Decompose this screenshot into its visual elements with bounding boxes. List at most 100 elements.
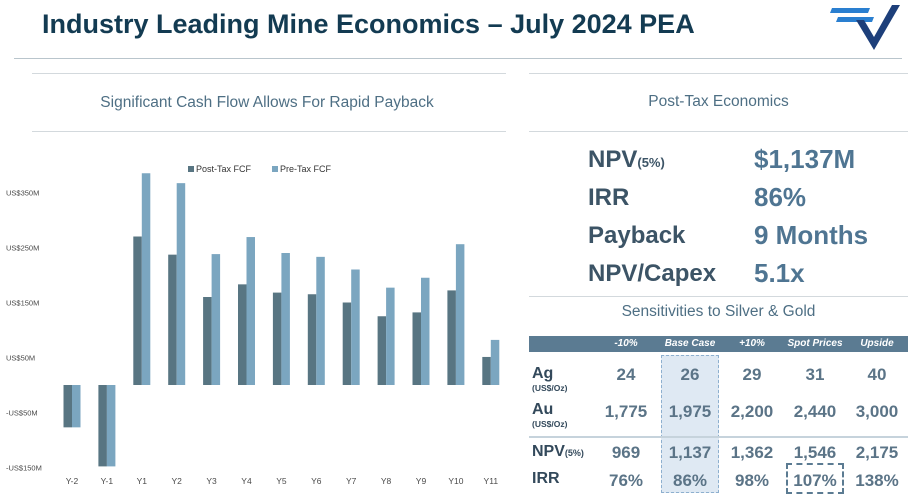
ag-cell: 26: [680, 365, 700, 384]
x-tick-label: Y8: [381, 476, 392, 486]
x-tick-label: Y2: [171, 476, 182, 486]
bar-pre-tax-fcfy-1: [106, 385, 116, 467]
col-upside: Upside: [860, 338, 894, 349]
bar-pre-tax-fcfy1: [141, 173, 151, 385]
bar-post-tax-fcfy11: [482, 356, 491, 385]
sensitivity-divider: [529, 296, 908, 297]
au-unit: (US$/Oz): [532, 419, 568, 429]
checkmark-logo-icon: [830, 5, 900, 50]
x-tick-label: Y7: [346, 476, 357, 486]
ag-cell: 24: [616, 365, 636, 384]
au-cell: 2,440: [793, 402, 837, 421]
ag-cell: 31: [805, 365, 825, 384]
x-tick-label: Y-1: [101, 476, 114, 486]
bar-post-tax-fcfy5: [272, 292, 282, 385]
y-tick-label: US$250M: [6, 244, 39, 253]
x-tick-label: Y6: [311, 476, 322, 486]
npv-cell: 2,175: [855, 443, 899, 462]
bar-pre-tax-fcfy2: [176, 183, 186, 385]
bar-pre-tax-fcfy8: [386, 287, 395, 385]
right-divider-mid: [529, 131, 908, 132]
col-spot-prices: Spot Prices: [787, 338, 843, 349]
spot-irr-highlight: [786, 463, 844, 494]
x-tick-label: Y10: [448, 476, 463, 486]
x-tick-label: Y3: [206, 476, 217, 486]
bar-pre-tax-fcfy6: [316, 256, 325, 385]
bar-pre-tax-fcfy9: [421, 277, 430, 385]
npv-capex-label: NPV/Capex: [588, 260, 717, 287]
irr-cell: 107%: [793, 471, 837, 490]
y-tick-label: US$150M: [6, 299, 39, 308]
x-tick-label: Y11: [484, 476, 499, 486]
bar-pre-tax-fcfy7: [351, 269, 360, 385]
left-divider-top: [32, 73, 506, 74]
irr-row-label: IRR: [532, 470, 560, 487]
au-cell: 1,975: [668, 402, 712, 421]
ag-label: Ag: [532, 365, 554, 382]
au-cell: 3,000: [855, 402, 899, 421]
legend-label: Pre-Tax FCF: [280, 164, 332, 174]
bar-pre-tax-fcfy5: [281, 253, 290, 385]
legend-label: Post-Tax FCF: [196, 164, 252, 174]
irr-cell: 138%: [855, 471, 899, 490]
bar-post-tax-fcfy8: [377, 316, 387, 385]
au-label: Au: [532, 401, 554, 418]
bar-post-tax-fcfy-2: [63, 385, 72, 428]
bar-post-tax-fcfy10: [447, 290, 456, 385]
x-tick-label: Y4: [241, 476, 252, 486]
page-title: Industry Leading Mine Economics – July 2…: [42, 9, 695, 39]
sensitivity-header-bar: [529, 336, 908, 352]
irr-label: IRR: [588, 184, 630, 211]
bar-pre-tax-fcfy-2: [72, 385, 81, 428]
bar-post-tax-fcfy-1: [98, 385, 107, 467]
bar-post-tax-fcfy1: [133, 236, 142, 385]
ag-cell: 29: [742, 365, 762, 384]
col-minus-10: -10%: [614, 338, 638, 349]
payback-label: Payback: [588, 222, 686, 249]
ag-unit: (US$/Oz): [532, 383, 568, 393]
payback-value: 9 Months: [754, 220, 869, 250]
au-cell: 1,775: [604, 402, 648, 421]
economics-heading: Post-Tax Economics: [648, 93, 789, 110]
npv-cell: 1,546: [793, 443, 837, 462]
npv-value: $1,137M: [754, 144, 856, 174]
npv-cell: 1,362: [730, 443, 774, 462]
base-case-highlight: [661, 355, 719, 493]
right-divider-top: [529, 73, 908, 74]
au-cell: 2,200: [730, 402, 774, 421]
left-divider-bottom: [32, 131, 506, 132]
x-tick-label: Y9: [416, 476, 427, 486]
legend-swatch: [188, 166, 194, 172]
irr-cell: 76%: [608, 471, 644, 490]
y-tick-label: -US$50M: [6, 409, 38, 418]
sensitivity-row-separator: [529, 436, 908, 438]
bar-post-tax-fcfy2: [168, 254, 177, 385]
x-tick-label: Y1: [137, 476, 148, 486]
npv-row-label: NPV(5%): [532, 443, 584, 460]
y-tick-label: -US$150M: [6, 464, 42, 473]
irr-cell: 98%: [734, 471, 770, 490]
bar-pre-tax-fcfy10: [455, 244, 465, 385]
bar-post-tax-fcfy7: [342, 302, 352, 385]
chart-heading: Significant Cash Flow Allows For Rapid P…: [100, 94, 434, 111]
npv-subscript: (5%): [637, 155, 665, 170]
npv-cell: 1,137: [668, 443, 712, 462]
bar-pre-tax-fcfy4: [246, 237, 255, 385]
bar-pre-tax-fcfy11: [490, 339, 500, 385]
npv-label: NPV(5%): [588, 146, 665, 173]
irr-value: 86%: [754, 182, 807, 212]
x-tick-label: Y-2: [66, 476, 79, 486]
legend-swatch: [272, 166, 278, 172]
npv-cell: 969: [611, 443, 641, 462]
irr-cell: 86%: [672, 471, 708, 490]
col-plus-10: +10%: [739, 338, 765, 349]
bar-post-tax-fcfy6: [307, 294, 317, 385]
col-base-case: Base Case: [664, 338, 716, 349]
ag-cell: 40: [867, 365, 887, 384]
bar-pre-tax-fcfy3: [211, 254, 221, 385]
cash-flow-chart: -US$150M -US$50M US$50M US$150M US$250M US$35…: [6, 164, 500, 486]
npv-row-subscript: (5%): [564, 448, 584, 458]
x-tick-label: Y5: [276, 476, 287, 486]
y-tick-label: US$50M: [6, 354, 35, 363]
bar-post-tax-fcfy3: [203, 297, 212, 385]
